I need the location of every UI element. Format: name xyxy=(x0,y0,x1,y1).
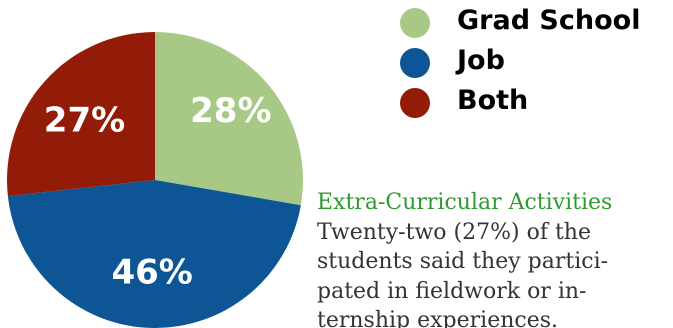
body-text-line: students said they partici- xyxy=(317,249,609,274)
pie-slice-grad-school xyxy=(155,32,304,206)
pie-chart: 28% 46% 27% xyxy=(6,32,304,328)
body-text-line: Twenty-two (27%) of the xyxy=(317,219,591,245)
section-heading: Extra-Curricular Activities xyxy=(317,190,613,215)
data-label-both: 27% xyxy=(44,101,125,141)
legend-swatch-grad-school xyxy=(400,8,430,38)
activities-text-block: Extra-Curricular Activities Twenty-two (… xyxy=(317,188,673,328)
data-label-grad-school: 28% xyxy=(190,91,271,131)
body-text-line: ternship experiences. xyxy=(317,308,559,328)
legend-label-job: Job xyxy=(457,45,505,76)
data-label-job: 46% xyxy=(111,253,192,293)
pie-slice-both xyxy=(6,32,155,197)
legend-label-grad-school: Grad School xyxy=(457,5,641,36)
legend-swatch-job xyxy=(400,48,430,78)
legend-label-both: Both xyxy=(457,85,529,116)
legend-swatch-both xyxy=(400,88,430,118)
pie-slice-job xyxy=(7,180,301,328)
body-text-line: pated in fieldwork or in- xyxy=(317,278,587,304)
